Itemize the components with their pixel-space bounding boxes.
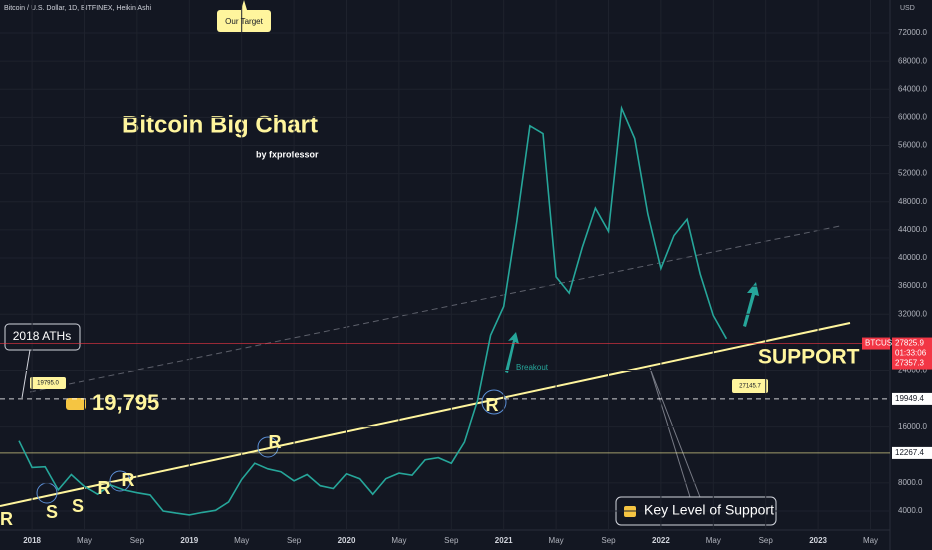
x-tick-label: Sep — [130, 536, 145, 545]
x-tick-label: 2023 — [809, 536, 827, 545]
annotation: SUPPORT — [758, 346, 860, 369]
last-price-label: 27825.9 — [895, 339, 924, 348]
y-tick-label: 4000.0 — [898, 506, 923, 515]
y-tick-label: 40000.0 — [898, 253, 927, 262]
support-line — [0, 322, 851, 507]
x-tick-label: 2022 — [652, 536, 670, 545]
callout-box — [30, 377, 66, 389]
circle — [109, 470, 131, 492]
circle — [481, 389, 507, 415]
callout-box — [217, 10, 271, 32]
symbol-label: BTCUSD — [865, 339, 898, 348]
x-tick-label: Sep — [444, 536, 459, 545]
y-tick-label: 32000.0 — [898, 309, 927, 318]
y-tick-label: 60000.0 — [898, 112, 927, 121]
annotation: R — [98, 478, 111, 498]
x-tick-label: Sep — [759, 536, 774, 545]
circle — [257, 436, 279, 458]
callout-line — [649, 367, 691, 498]
annotation: R — [0, 509, 13, 529]
y-tick-label: 24000.0 — [898, 366, 927, 375]
x-tick-label: May — [549, 536, 564, 545]
countdown-label-box — [892, 347, 932, 360]
callout-box — [732, 379, 768, 393]
low-price-label-box — [892, 357, 932, 370]
x-tick-label: 2018 — [23, 536, 41, 545]
annotation: S — [72, 496, 84, 516]
y-tick-label: 64000.0 — [898, 84, 927, 93]
annotation: R — [122, 470, 135, 490]
target-arrow — [743, 282, 759, 327]
trend-line — [29, 225, 841, 393]
y-tick-label: 36000.0 — [898, 281, 927, 290]
x-tick-label: May — [863, 536, 878, 545]
y-tick-label: 56000.0 — [898, 141, 927, 150]
callout-line — [21, 349, 31, 399]
callout-pointer — [241, 0, 247, 10]
symbol-label-box — [862, 337, 890, 350]
annotation: Our Target — [225, 17, 263, 26]
y-tick-label: 68000.0 — [898, 56, 927, 65]
level-label-box — [892, 446, 932, 459]
y-tick-label: 72000.0 — [898, 28, 927, 37]
x-tick-label: May — [391, 536, 406, 545]
x-tick-label: 2021 — [495, 536, 513, 545]
y-tick-label: 8000.0 — [898, 478, 923, 487]
callout-line — [649, 367, 701, 498]
y-tick-label: 44000.0 — [898, 225, 927, 234]
x-tick-label: May — [706, 536, 721, 545]
annotation: 19795.0 — [37, 381, 59, 387]
level-label: 12267.4 — [895, 448, 924, 457]
y-unit: USD — [900, 5, 915, 12]
hand-icon — [66, 398, 86, 410]
annotation: R — [486, 395, 499, 415]
y-tick-label: 52000.0 — [898, 169, 927, 178]
countdown-label: 01:33:06 — [895, 349, 927, 358]
annotation: 27145.7 — [739, 384, 761, 390]
header: Bitcoin / U.S. Dollar, 1D, BITFINEX, Hei… — [4, 5, 151, 12]
x-tick-label: 2020 — [338, 536, 356, 545]
x-tick-label: Sep — [287, 536, 302, 545]
x-tick-label: May — [77, 536, 92, 545]
annotation: 2018 ATHs — [13, 329, 71, 343]
level-label-box — [892, 392, 932, 405]
y-tick-label: 16000.0 — [898, 422, 927, 431]
annotation: S — [46, 502, 58, 522]
annotation: R — [269, 432, 282, 452]
x-tick-label: May — [234, 536, 249, 545]
price-line — [18, 105, 728, 516]
x-tick-label: 2019 — [180, 536, 198, 545]
level-label: 19949.4 — [895, 394, 924, 403]
y-tick-label: 48000.0 — [898, 197, 927, 206]
breakout-arrow — [505, 332, 519, 373]
low-price-label: 27357.3 — [895, 359, 924, 368]
annotation: Breakout — [516, 363, 549, 372]
last-price-label-box — [892, 337, 932, 350]
annotation: 19,795 — [92, 390, 159, 415]
x-tick-label: Sep — [601, 536, 616, 545]
chart-subtitle: by fxprofessor — [256, 149, 319, 159]
chart-title: Bitcoin Big Chart — [122, 111, 318, 138]
annotation: Key Level of Support — [644, 502, 774, 518]
